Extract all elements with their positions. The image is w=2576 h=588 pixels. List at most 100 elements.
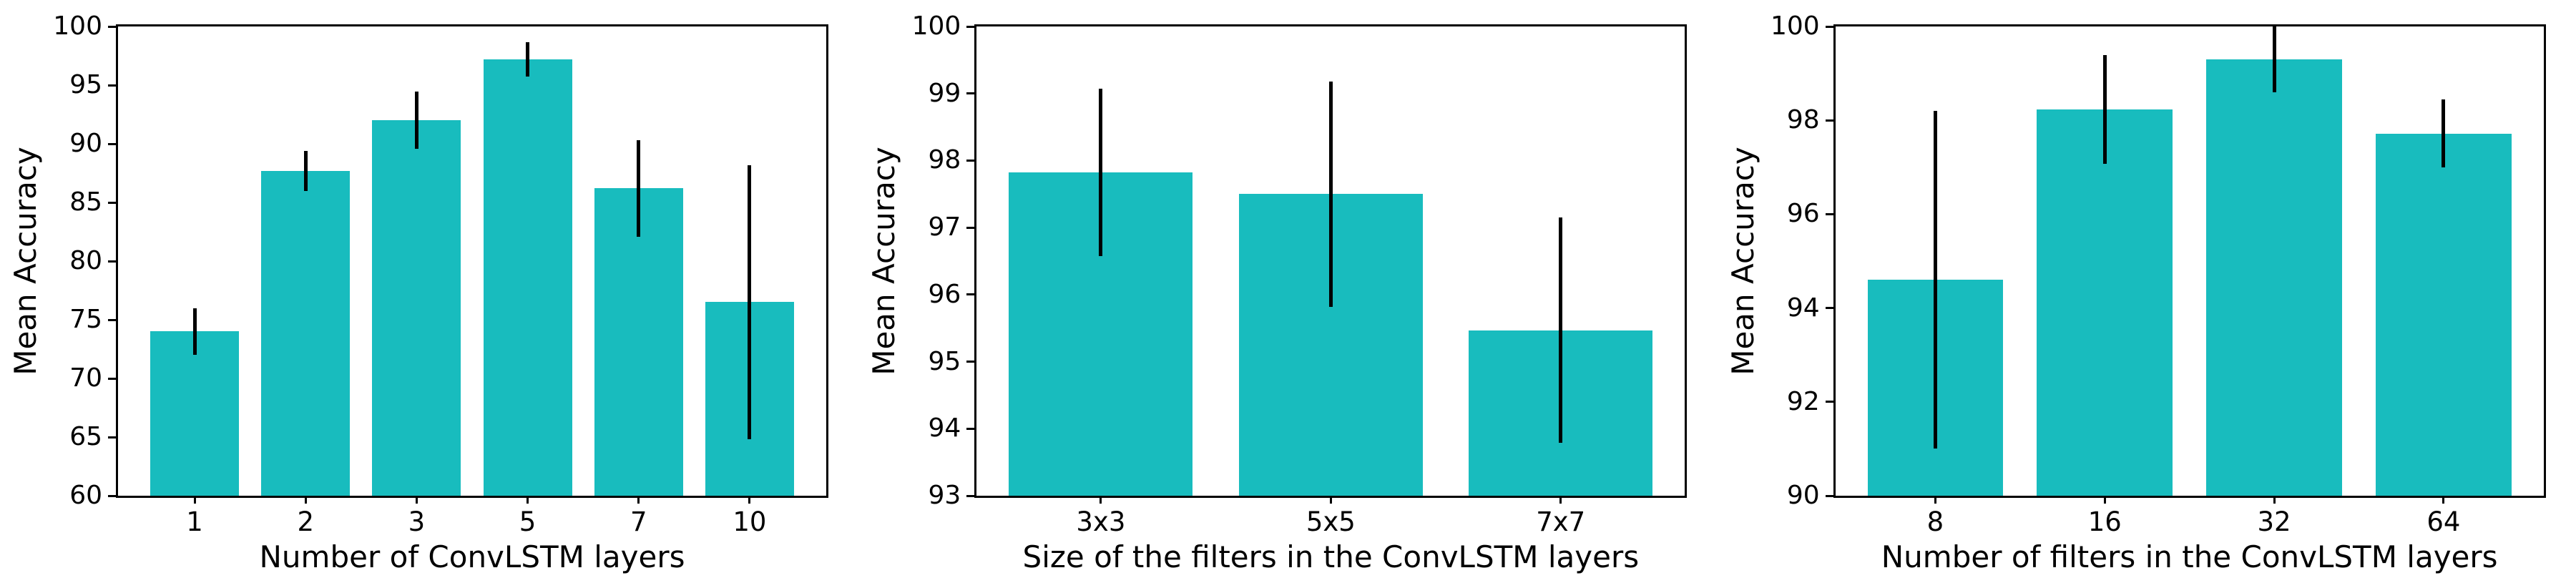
- bar-7: [594, 188, 683, 496]
- error-bar-5x5: [1328, 81, 1333, 307]
- y-axis-title: Mean Accuracy: [1725, 147, 1760, 376]
- y-tick-label: 98: [928, 145, 961, 175]
- bar-5: [483, 59, 572, 496]
- x-tick-label: 3: [408, 506, 426, 537]
- y-tick-label: 85: [69, 187, 102, 217]
- y-tick-mark: [966, 25, 975, 28]
- y-tick-mark: [1825, 494, 1833, 497]
- y-tick-label: 98: [1786, 105, 1820, 135]
- x-axis-title: Size of the filters in the ConvLSTM laye…: [1022, 539, 1640, 574]
- x-tick-mark: [2103, 496, 2106, 504]
- bar-64: [2376, 133, 2512, 496]
- y-tick-label: 60: [69, 481, 102, 510]
- y-tick-mark: [1825, 212, 1833, 215]
- error-bar-1: [192, 308, 197, 356]
- y-tick-label: 90: [69, 129, 102, 158]
- error-bar-7: [637, 140, 641, 237]
- bar-2: [261, 170, 351, 496]
- x-tick-mark: [637, 496, 640, 504]
- x-tick-mark: [304, 496, 307, 504]
- y-tick-label: 100: [53, 11, 102, 41]
- y-tick-mark: [108, 201, 116, 204]
- y-tick-mark: [1825, 307, 1833, 310]
- x-tick-label: 7x7: [1536, 506, 1586, 537]
- y-tick-label: 96: [928, 279, 961, 309]
- plot-area: [974, 24, 1688, 498]
- y-tick-mark: [966, 159, 975, 162]
- bar-3: [372, 120, 461, 496]
- bar-16: [2037, 109, 2173, 496]
- x-tick-mark: [2442, 496, 2445, 504]
- y-tick-mark: [966, 494, 975, 497]
- error-bar-8: [1933, 111, 1937, 449]
- error-bar-7x7: [1559, 217, 1563, 443]
- y-tick-label: 99: [928, 78, 961, 108]
- x-tick-mark: [1329, 496, 1332, 504]
- y-tick-mark: [108, 377, 116, 380]
- y-tick-label: 95: [69, 70, 102, 99]
- error-bar-3x3: [1099, 89, 1103, 257]
- y-tick-mark: [108, 25, 116, 28]
- x-tick-mark: [748, 496, 751, 504]
- x-tick-label: 8: [1926, 506, 1944, 537]
- y-tick-label: 80: [69, 246, 102, 275]
- x-tick-mark: [415, 496, 418, 504]
- error-bar-10: [748, 165, 752, 440]
- x-tick-label: 2: [297, 506, 314, 537]
- x-tick-label: 5x5: [1306, 506, 1356, 537]
- y-tick-label: 75: [69, 305, 102, 334]
- bar-1: [150, 331, 240, 496]
- x-tick-mark: [2273, 496, 2276, 504]
- y-tick-label: 94: [928, 413, 961, 444]
- x-axis-title: Number of ConvLSTM layers: [259, 539, 685, 574]
- y-tick-label: 94: [1786, 293, 1820, 323]
- y-tick-label: 97: [928, 212, 961, 242]
- y-tick-mark: [966, 293, 975, 296]
- y-tick-label: 93: [928, 481, 961, 510]
- y-tick-label: 65: [69, 422, 102, 451]
- x-axis-title: Number of filters in the ConvLSTM layers: [1881, 539, 2498, 574]
- plot-area: [116, 24, 828, 498]
- chart-panel-num-filters: Mean Accuracy Number of filters in the C…: [1718, 0, 2576, 588]
- y-tick-mark: [108, 142, 116, 145]
- y-tick-label: 90: [1786, 481, 1820, 510]
- x-tick-mark: [1934, 496, 1936, 504]
- x-tick-mark: [193, 496, 196, 504]
- error-bar-5: [526, 42, 530, 77]
- x-tick-mark: [527, 496, 529, 504]
- y-tick-label: 70: [69, 363, 102, 393]
- y-tick-label: 92: [1786, 386, 1820, 416]
- y-tick-mark: [966, 92, 975, 95]
- x-tick-mark: [1100, 496, 1102, 504]
- y-tick-mark: [966, 226, 975, 229]
- y-tick-mark: [108, 436, 116, 438]
- y-tick-mark: [108, 84, 116, 87]
- x-tick-label: 3x3: [1076, 506, 1126, 537]
- x-tick-label: 32: [2257, 506, 2291, 537]
- y-tick-mark: [1825, 119, 1833, 122]
- error-bar-3: [414, 92, 418, 150]
- x-tick-label: 7: [630, 506, 647, 537]
- y-tick-label: 100: [911, 11, 961, 41]
- y-tick-mark: [966, 361, 975, 363]
- chart-panel-filter-size: Mean Accuracy Size of the filters in the…: [858, 0, 1717, 588]
- error-bar-16: [2102, 55, 2107, 165]
- y-axis-title: Mean Accuracy: [866, 147, 902, 376]
- bar-32: [2206, 59, 2342, 496]
- error-bar-2: [303, 150, 308, 191]
- y-tick-label: 96: [1786, 199, 1820, 229]
- plot-area: [1833, 24, 2546, 498]
- y-tick-label: 100: [1770, 11, 1820, 41]
- y-tick-mark: [108, 318, 116, 321]
- y-tick-mark: [108, 494, 116, 497]
- y-tick-mark: [966, 427, 975, 430]
- y-tick-mark: [108, 260, 116, 263]
- x-tick-label: 64: [2426, 506, 2461, 537]
- x-tick-label: 5: [519, 506, 537, 537]
- x-tick-label: 10: [733, 506, 767, 537]
- y-tick-mark: [1825, 401, 1833, 403]
- y-tick-mark: [1825, 25, 1833, 28]
- error-bar-64: [2442, 99, 2446, 168]
- error-bar-32: [2272, 26, 2276, 92]
